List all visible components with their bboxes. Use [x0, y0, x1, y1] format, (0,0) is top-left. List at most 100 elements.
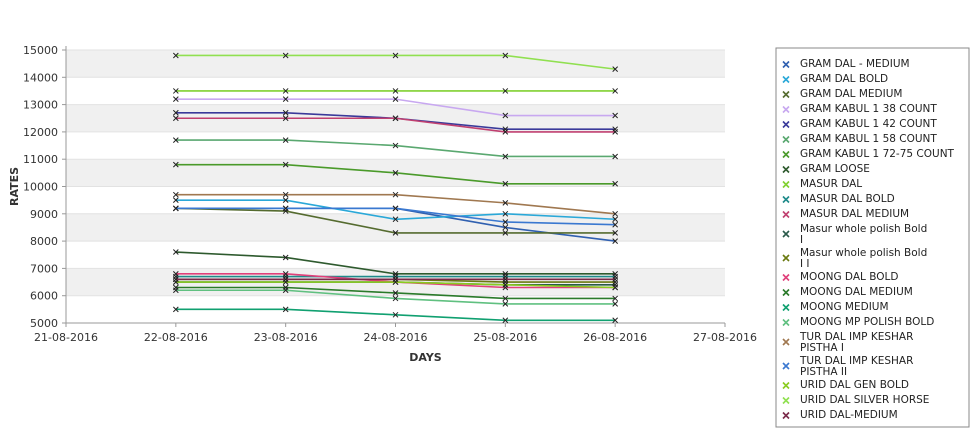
data-point: [612, 221, 619, 228]
legend-label: PISTHA II: [800, 366, 847, 378]
legend-marker: [782, 396, 790, 405]
data-point: [172, 137, 179, 143]
data-point: [392, 142, 399, 149]
x-tick-label: 24-08-2016: [364, 331, 428, 344]
y-axis-ticks: 5000 6000 7000 8000 9000 10000 11000 12000 13000…: [23, 44, 66, 330]
y-tick-label: 9000: [30, 208, 58, 221]
legend: GRAM DAL - MEDIUM GRAM DAL BOLD GRAM DAL M…: [775, 47, 970, 428]
legend-item: URID DAL-MEDIUM: [782, 409, 898, 421]
x-axis-label: DAYS: [409, 351, 442, 364]
data-point: [282, 276, 289, 283]
legend-label: GRAM LOOSE: [800, 163, 870, 175]
data-point: [282, 96, 289, 102]
legend-item: MOONG DAL MEDIUM: [782, 286, 913, 298]
data-point: [502, 224, 509, 231]
data-point: [172, 197, 179, 204]
legend-item: MASUR DAL BOLD: [782, 193, 895, 205]
y-tick-label: 11000: [23, 153, 58, 166]
data-point: [392, 216, 399, 223]
data-point: [392, 290, 399, 296]
series-line: [172, 115, 619, 135]
data-point: [172, 161, 179, 168]
data-point: [172, 276, 179, 283]
legend-item: MASUR DAL: [782, 178, 862, 190]
data-point: [392, 169, 399, 176]
legend-label: MOONG MP POLISH BOLD: [800, 316, 934, 328]
grid-band: [66, 50, 725, 78]
legend-item: MOONG DAL BOLD: [782, 271, 898, 283]
data-point: [392, 52, 399, 59]
legend-label: I: [800, 234, 803, 246]
legend-label: GRAM KABUL 1 72-75 COUNT: [800, 148, 955, 160]
legend-marker: [782, 303, 790, 312]
data-point: [392, 311, 399, 318]
data-point: [282, 306, 289, 313]
legend-label: TUR DAL IMP KESHAR: [799, 331, 913, 343]
data-point: [502, 301, 509, 307]
data-point: [282, 109, 289, 116]
data-point: [282, 254, 289, 261]
legend-marker: [782, 411, 790, 420]
x-tick-label: 23-08-2016: [254, 331, 318, 344]
data-point: [282, 137, 289, 143]
data-point: [392, 191, 399, 198]
series-line: [172, 287, 619, 307]
y-tick-label: 5000: [30, 317, 58, 330]
data-point: [282, 205, 289, 212]
series-line: [172, 191, 619, 217]
data-point: [392, 96, 399, 102]
data-point: [282, 191, 289, 198]
legend-marker: [782, 105, 790, 114]
legend-marker: [782, 120, 790, 129]
data-point: [172, 249, 179, 255]
legend-label: TUR DAL IMP KESHAR: [799, 355, 913, 367]
grid-band: [66, 213, 725, 242]
series-layer: [172, 52, 619, 324]
legend-item: GRAM DAL MEDIUM: [782, 88, 902, 100]
legend-label: URID DAL GEN BOLD: [800, 379, 909, 391]
x-tick-label: 21-08-2016: [34, 331, 98, 344]
data-point: [502, 230, 509, 236]
data-point: [392, 205, 399, 212]
legend-item: MOONG MP POLISH BOLD: [782, 316, 934, 328]
y-tick-label: 15000: [23, 44, 58, 57]
data-point: [612, 230, 619, 236]
data-point: [612, 317, 619, 324]
legend-marker: [782, 150, 790, 159]
series-line: [172, 88, 619, 94]
data-point: [172, 88, 179, 94]
legend-label: GRAM DAL - MEDIUM: [800, 58, 910, 70]
x-tick-label: 25-08-2016: [473, 331, 537, 344]
y-tick-label: 7000: [30, 262, 58, 275]
legend-item: GRAM KABUL 1 58 COUNT: [782, 133, 937, 145]
y-tick-label: 13000: [23, 99, 58, 112]
data-point: [172, 287, 179, 294]
data-point: [502, 219, 509, 225]
x-tick-label: 27-08-2016: [693, 331, 757, 344]
data-point: [612, 153, 619, 160]
data-point: [612, 180, 619, 187]
data-point: [612, 129, 619, 135]
legend-marker: [782, 273, 790, 282]
data-point: [172, 52, 179, 59]
data-point: [612, 301, 619, 307]
legend-label: GRAM DAL MEDIUM: [800, 88, 902, 100]
legend-marker: [782, 288, 790, 297]
legend-label: I I: [800, 258, 810, 270]
legend-item: MOONG MEDIUM: [782, 301, 889, 313]
legend-marker: [782, 230, 790, 238]
series-line: [172, 96, 619, 119]
series-line: [172, 276, 619, 283]
data-point: [282, 287, 289, 294]
legend-label: MASUR DAL MEDIUM: [800, 208, 909, 220]
data-point: [612, 216, 619, 223]
legend-label: Masur whole polish Bold: [800, 223, 927, 235]
data-point: [172, 96, 179, 102]
legend-label: GRAM KABUL 1 58 COUNT: [800, 133, 937, 145]
legend-item: GRAM KABUL 1 72-75 COUNT: [782, 148, 955, 160]
data-point: [612, 284, 619, 291]
series-line: [172, 205, 619, 228]
